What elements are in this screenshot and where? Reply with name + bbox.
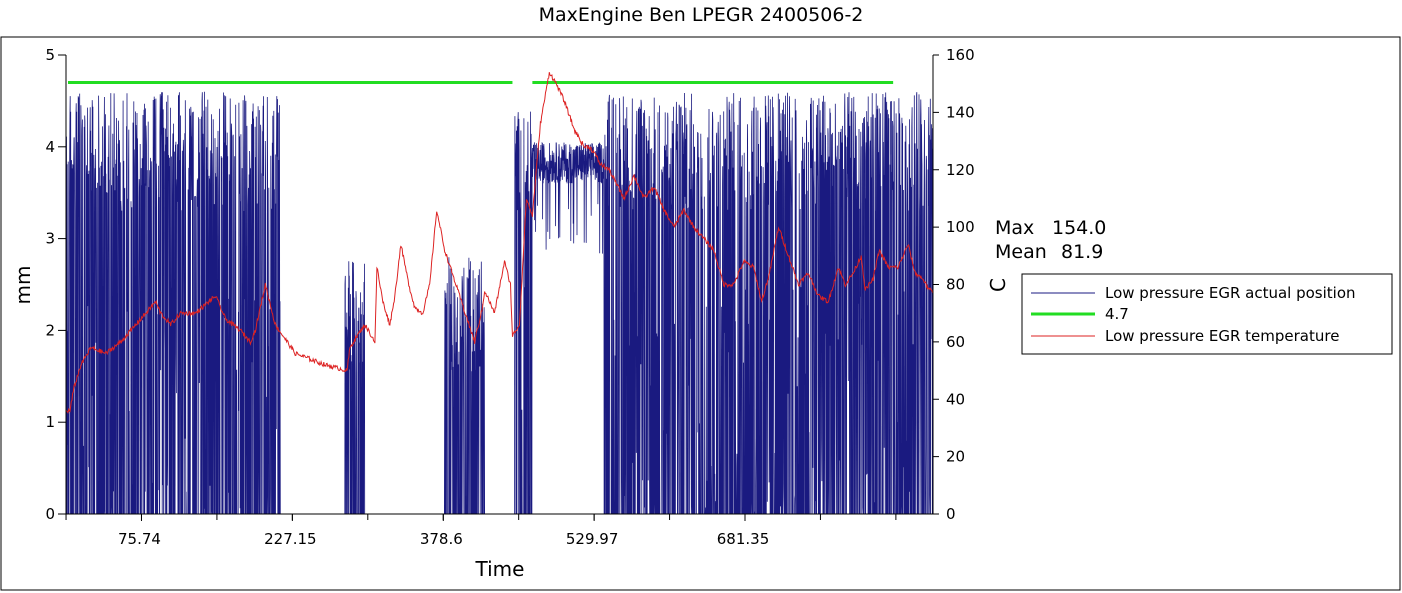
x-axis-label: Time bbox=[475, 557, 525, 581]
stats-box: Max 154.0 Mean 81.9 bbox=[995, 217, 1106, 263]
y-left-tick-label: 5 bbox=[45, 46, 55, 64]
x-tick-label: 227.15 bbox=[264, 530, 317, 548]
legend: Low pressure EGR actual position 4.7 Low… bbox=[1021, 273, 1393, 355]
y-right-tick-label: 100 bbox=[946, 218, 975, 236]
y-right-tick-label: 120 bbox=[946, 161, 975, 179]
legend-entry-temperature: Low pressure EGR temperature bbox=[1105, 327, 1339, 345]
chart-title: MaxEngine Ben LPEGR 2400506-2 bbox=[539, 4, 864, 26]
x-tick-label: 681.35 bbox=[717, 530, 770, 548]
y-left-tick-label: 4 bbox=[45, 138, 55, 156]
y-right-tick-label: 80 bbox=[946, 276, 965, 294]
y-right-tick-label: 0 bbox=[946, 505, 956, 523]
stat-mean-value: 81.9 bbox=[1061, 241, 1103, 263]
y-axis-left-label: mm bbox=[11, 266, 35, 305]
series-egr-temperature-line bbox=[65, 72, 933, 414]
stat-mean-label: Mean bbox=[995, 241, 1047, 263]
legend-entry-position: Low pressure EGR actual position bbox=[1105, 284, 1356, 302]
y-right-tick-label: 160 bbox=[946, 46, 975, 64]
x-tick-label: 529.97 bbox=[566, 530, 619, 548]
x-tick-label: 378.6 bbox=[420, 530, 463, 548]
y-axis-right-label: C bbox=[986, 278, 1010, 292]
y-left-tick-label: 0 bbox=[45, 505, 55, 523]
stat-max-label: Max bbox=[995, 217, 1034, 239]
y-left-tick-label: 1 bbox=[45, 413, 55, 431]
y-right-tick-label: 20 bbox=[946, 448, 965, 466]
y-right-tick-label: 140 bbox=[946, 103, 975, 121]
x-tick-label: 75.74 bbox=[118, 530, 161, 548]
y-right-tick-label: 40 bbox=[946, 390, 965, 408]
y-left-tick-label: 3 bbox=[45, 230, 55, 248]
chart-frame bbox=[0, 36, 1401, 591]
stat-max-value: 154.0 bbox=[1052, 217, 1106, 239]
y-left-tick-label: 2 bbox=[45, 321, 55, 339]
legend-entry-threshold: 4.7 bbox=[1105, 305, 1129, 323]
y-right-tick-label: 60 bbox=[946, 333, 965, 351]
